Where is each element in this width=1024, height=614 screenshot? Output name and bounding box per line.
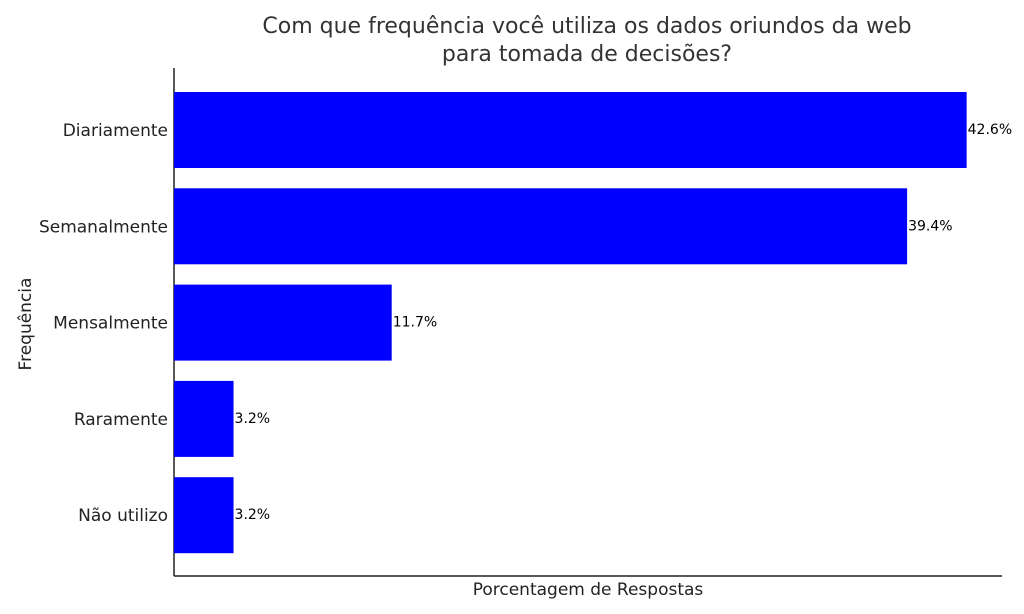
y-tick-labels-group: Diariamente Semanalmente Mensalmente Rarame… [39,121,168,526]
y-tick-label-3: Mensalmente [53,314,168,334]
bar-value-label-2: 39.4% [908,218,952,234]
bar-1 [174,92,967,168]
bars-group [174,92,967,554]
chart-title-line-2: para tomada de decisões? [442,42,732,67]
bar-value-label-5: 3.2% [235,507,271,523]
y-tick-label-4: Raramente [74,410,168,430]
y-tick-label-2: Semanalmente [39,217,168,237]
bar-value-label-4: 3.2% [235,411,271,427]
x-axis-label: Porcentagem de Respostas [473,580,704,600]
bar-5 [174,477,234,554]
y-axis-label: Frequência [16,278,36,371]
bar-value-label-1: 42.6% [968,122,1012,138]
bar-4 [174,380,234,457]
bar-2 [174,188,908,265]
bar-3 [174,284,392,361]
y-tick-label-1: Diariamente [63,121,168,141]
chart-title-line-1: Com que frequência você utiliza os dados… [262,14,911,39]
data-labels-group: 42.6% 39.4% 11.7% 3.2% 3.2% [235,122,1013,523]
y-tick-label-5: Não utilizo [78,506,168,526]
bar-value-label-3: 11.7% [393,315,437,331]
